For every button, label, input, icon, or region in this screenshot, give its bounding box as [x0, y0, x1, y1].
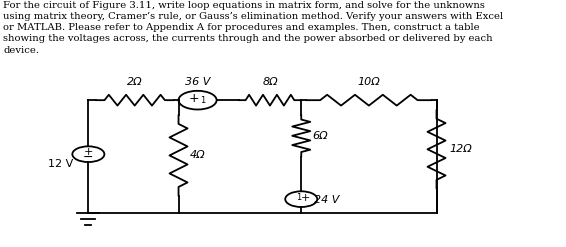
Text: 8Ω: 8Ω — [262, 77, 278, 87]
Text: +: + — [84, 147, 93, 157]
Text: 36 V: 36 V — [185, 77, 210, 87]
Text: 2Ω: 2Ω — [127, 77, 143, 87]
Text: −: − — [83, 151, 93, 164]
Text: 12 V: 12 V — [48, 159, 74, 169]
Text: +: + — [301, 193, 310, 203]
Text: 12Ω: 12Ω — [449, 144, 472, 154]
Text: 24 V: 24 V — [314, 195, 339, 205]
Text: 6Ω: 6Ω — [312, 131, 328, 141]
Text: 10Ω: 10Ω — [358, 77, 380, 87]
Text: 4Ω: 4Ω — [190, 150, 205, 161]
Text: 1: 1 — [200, 96, 205, 105]
Text: 1: 1 — [295, 193, 301, 203]
Text: +: + — [188, 92, 199, 105]
Text: For the circuit of Figure 3.11, write loop equations in matrix form, and solve f: For the circuit of Figure 3.11, write lo… — [3, 1, 503, 55]
